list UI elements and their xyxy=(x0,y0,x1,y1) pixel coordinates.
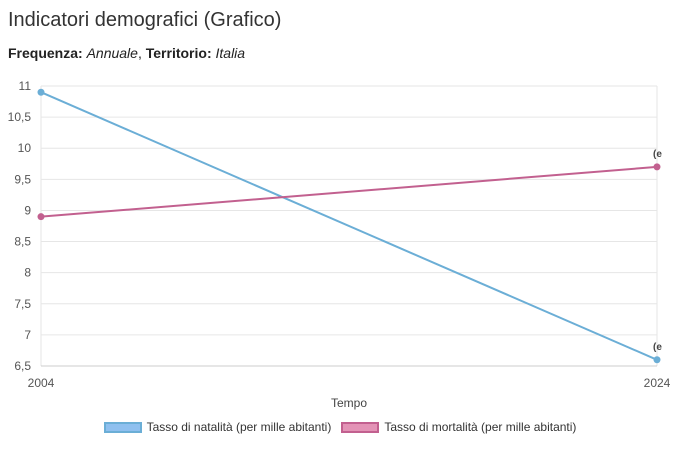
chart-subtitle: Frequenza: Annuale, Territorio: Italia xyxy=(8,45,245,61)
data-label: (e xyxy=(653,342,662,353)
data-point xyxy=(653,163,661,171)
y-tick-label: 6,5 xyxy=(14,359,31,373)
data-label: (e xyxy=(653,149,662,160)
data-point xyxy=(37,213,45,221)
legend-item-natalita[interactable]: Tasso di natalità (per mille abitanti) xyxy=(103,420,332,434)
territory-value: Italia xyxy=(215,45,246,61)
x-tick-label: 2004 xyxy=(28,376,55,390)
x-tick-label: 2024 xyxy=(644,376,671,390)
y-tick-label: 9 xyxy=(24,203,31,217)
y-tick-label: 10,5 xyxy=(8,110,32,124)
y-tick-label: 7 xyxy=(24,328,31,342)
series-line-1 xyxy=(40,165,658,218)
y-tick-label: 9,5 xyxy=(14,172,31,186)
chart-legend: Tasso di natalità (per mille abitanti) T… xyxy=(0,420,680,434)
x-axis-title: Tempo xyxy=(331,396,367,410)
data-point xyxy=(37,88,45,96)
legend-label-mortalita: Tasso di mortalità (per mille abitanti) xyxy=(384,420,577,434)
series-line-0 xyxy=(40,91,658,361)
page-title: Indicatori demografici (Grafico) xyxy=(8,9,282,31)
legend-item-mortalita[interactable]: Tasso di mortalità (per mille abitanti) xyxy=(341,420,576,434)
legend-label-natalita: Tasso di natalità (per mille abitanti) xyxy=(146,420,332,434)
y-tick-label: 11 xyxy=(19,79,32,93)
legend-swatch-mortalita xyxy=(341,421,380,433)
data-point xyxy=(653,356,661,364)
territory-label: Territorio: xyxy=(145,45,212,61)
subtitle-separator: , xyxy=(137,45,146,61)
frequency-label: Frequenza: xyxy=(8,45,83,61)
y-tick-label: 8,5 xyxy=(14,235,31,249)
y-tick-label: 10 xyxy=(18,141,32,155)
y-tick-label: 8 xyxy=(24,266,31,280)
y-tick-label: 7,5 xyxy=(14,297,31,311)
legend-swatch-natalita xyxy=(103,421,142,433)
frequency-value: Annuale xyxy=(86,45,138,61)
